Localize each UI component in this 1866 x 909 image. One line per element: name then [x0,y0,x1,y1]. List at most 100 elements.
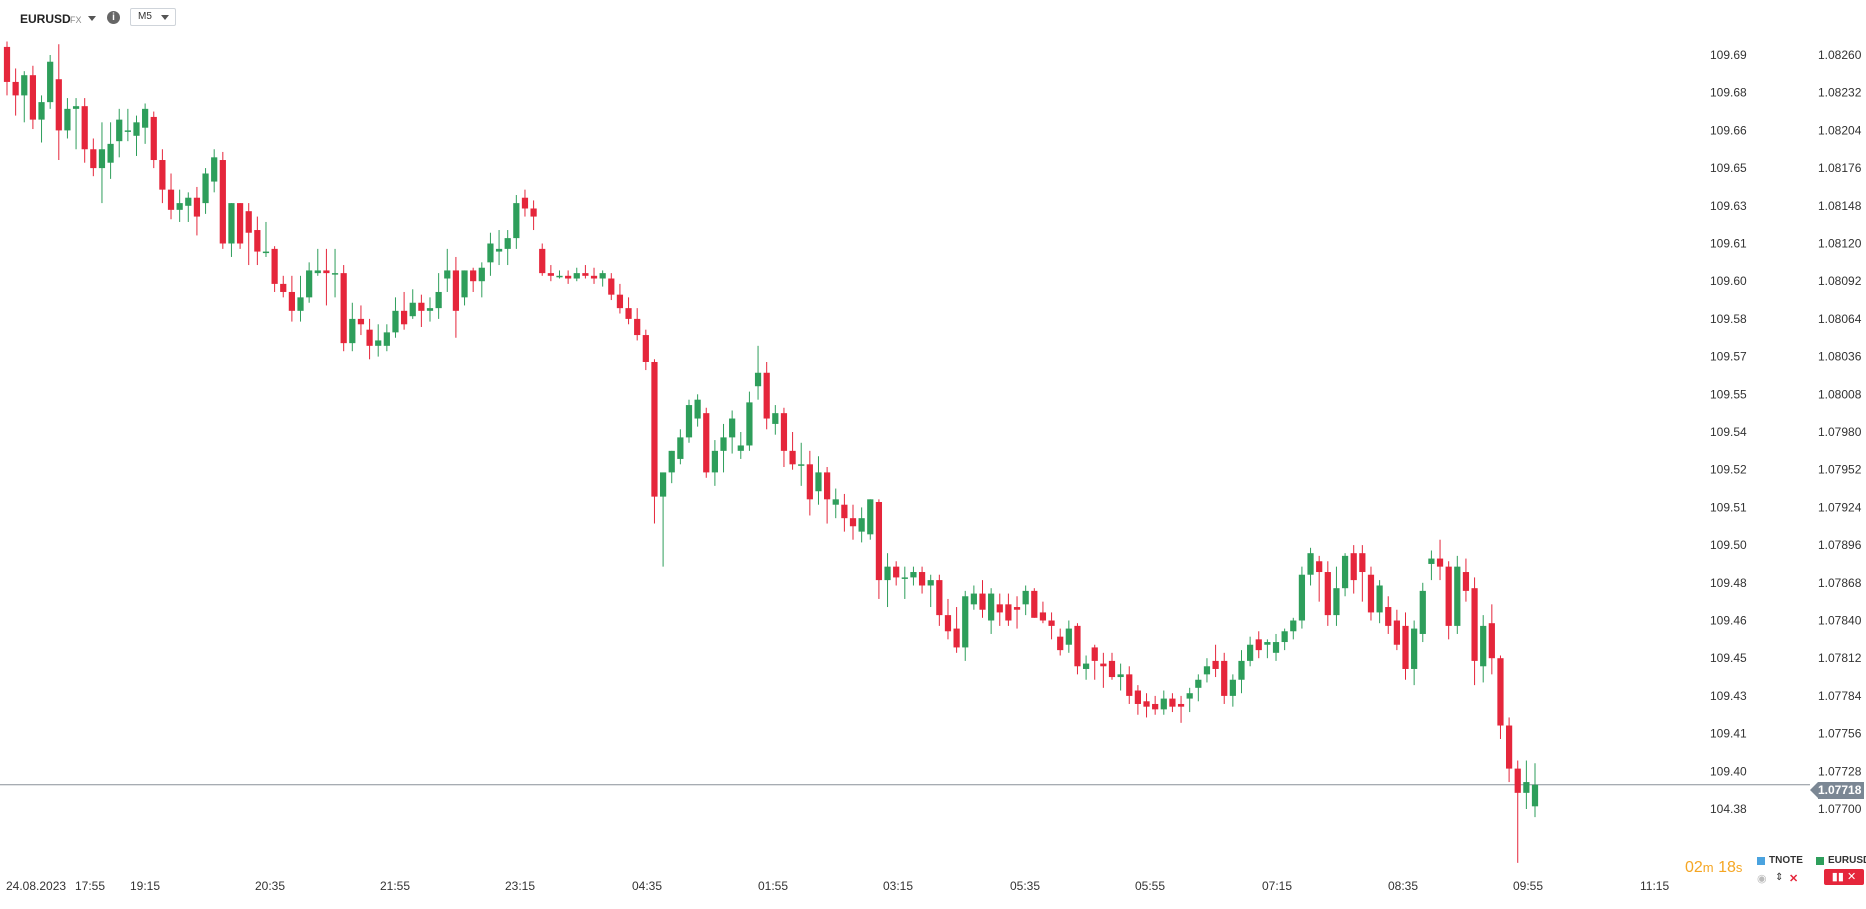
candle [806,450,813,516]
candle [858,507,865,543]
candle-body [539,248,546,274]
candle [211,149,218,193]
candle [1324,561,1331,626]
candle [1091,644,1098,680]
candle [38,95,45,143]
secondary-axis-tick: 109.46 [1710,614,1747,628]
candle [98,122,106,204]
candle [29,65,37,130]
candle-body [1100,663,1107,667]
candle-body [1324,572,1331,616]
candle [763,361,770,430]
candle [789,432,796,470]
timer-minutes: 02 [1685,859,1703,876]
candle [297,275,304,322]
price-axis-tick: 1.08232 [1818,86,1862,100]
legend-tnote[interactable]: TNOTE [1757,855,1803,866]
candle [340,265,347,352]
candle-body [608,278,615,295]
candle [1255,631,1262,659]
candle-body [1238,660,1245,680]
time-axis-tick: 11:15 [1640,879,1669,893]
legend-eurusd-label: EURUSD [1828,855,1866,866]
legend-eurusd[interactable]: EURUSD [1816,855,1866,866]
time-axis-tick: 05:35 [1010,879,1040,893]
candle-body [72,106,80,109]
candle-body [1462,572,1470,591]
price-axis-tick: 1.07840 [1818,614,1862,628]
candle-body [815,472,822,492]
candle-body [1290,620,1297,632]
candle-body [271,248,278,284]
candle [642,329,649,371]
candle-body [331,273,339,275]
candle [452,256,460,338]
time-axis-tick: 04:35 [632,879,662,893]
candle-body [1229,679,1236,696]
candle-body [1108,660,1116,678]
price-axis-tick: 1.07924 [1818,500,1862,514]
candle [1523,760,1530,809]
candle [107,122,114,179]
candle-body [1505,725,1513,769]
candle-body [444,270,451,279]
candle-body [1074,625,1081,667]
candle [193,186,201,236]
candle [1238,650,1245,694]
candle [1065,620,1072,653]
candle-body [910,572,917,578]
remove-series-button[interactable]: ▮▮ ✕ [1824,869,1864,885]
timer-seconds-unit: s [1735,860,1743,875]
candle [81,98,88,163]
candle [1195,674,1202,702]
candle [1169,693,1176,713]
candle-body [547,273,554,276]
eye-icon[interactable]: ◉ [1757,873,1767,885]
price-axis-tick: 1.08148 [1818,199,1862,213]
info-icon[interactable]: i [107,11,120,24]
last-price-label: 1.07718 [1810,782,1864,799]
candle [875,499,883,599]
secondary-axis-tick: 109.68 [1710,86,1747,100]
candle-body [659,472,667,497]
candle-body [1488,623,1495,659]
candle-body [1497,658,1504,726]
candles-icon: ▮▮ [1831,871,1844,883]
candle-body [685,405,693,438]
time-axis-tick: 07:15 [1262,879,1292,893]
sort-icon[interactable]: ⇕ [1775,872,1784,883]
candle [202,168,209,214]
candle [444,248,451,292]
candle [1419,582,1426,643]
candle-body [254,230,261,252]
candle [1367,566,1375,621]
close-icon[interactable]: ✕ [1789,873,1799,885]
candle-body [962,596,969,648]
candle [798,442,805,486]
candle [1013,596,1021,629]
candle-body [1177,703,1185,707]
candle-body [81,106,88,150]
candle-body [1022,590,1029,605]
candle-body [1195,679,1202,688]
candle [3,41,11,96]
candle-body [124,130,131,132]
candle [780,407,788,468]
symbol-name[interactable]: EURUSD [20,12,71,26]
candle [159,149,166,204]
candle-body [1117,674,1124,678]
candle-body [711,450,718,473]
chevron-down-icon[interactable] [88,16,96,21]
candle [590,267,598,284]
candle-body [1281,631,1288,643]
candle [884,553,891,608]
candle-body [1428,558,1435,564]
candle [254,216,261,266]
timeframe-select[interactable]: M5 [130,8,176,26]
secondary-axis-tick: 109.43 [1710,689,1747,703]
candle [90,138,97,177]
candle [988,588,995,634]
time-axis-tick: 01:55 [758,879,788,893]
candle-body [832,499,839,505]
